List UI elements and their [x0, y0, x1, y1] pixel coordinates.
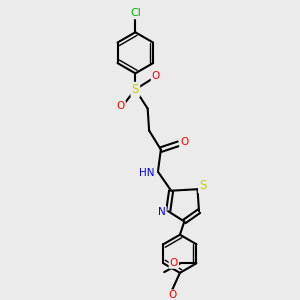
Text: HN: HN	[139, 168, 154, 178]
Text: O: O	[180, 137, 188, 147]
Text: N: N	[158, 207, 166, 217]
Text: S: S	[199, 179, 206, 192]
Text: O: O	[116, 101, 125, 111]
Text: O: O	[170, 258, 178, 268]
Text: Cl: Cl	[130, 8, 141, 18]
Text: O: O	[169, 290, 177, 300]
Text: O: O	[152, 71, 160, 81]
Text: S: S	[132, 83, 139, 96]
